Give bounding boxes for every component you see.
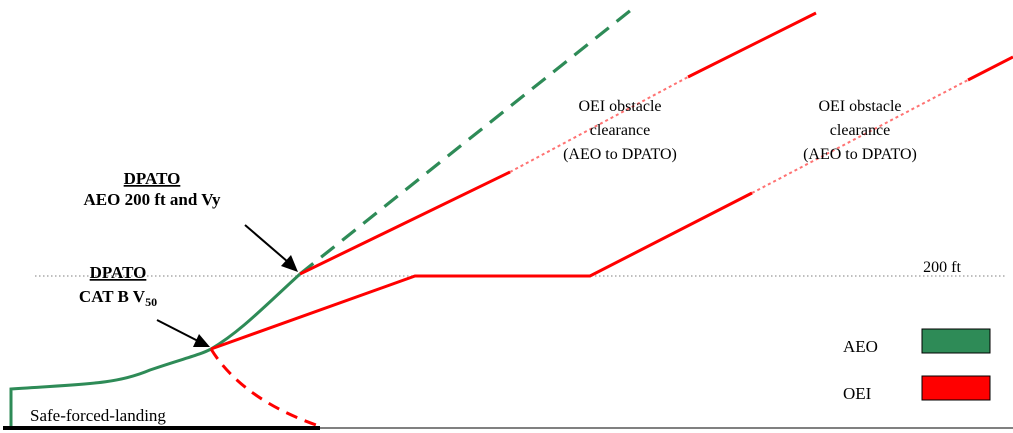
- oei-path-from-upper-dpato-a: [299, 170, 511, 276]
- height-200ft-label: 200 ft: [923, 259, 961, 276]
- obstacle-clearance-label-1-line1: OEI obstacle: [578, 98, 661, 115]
- safe-forced-landing-label: Safe-forced-landing: [30, 406, 166, 425]
- legend-label-oei: OEI: [843, 384, 872, 403]
- dpato-lower-subtitle-main: CAT B V: [79, 287, 146, 306]
- oei-path-from-lower-dpato-b: [751, 79, 969, 194]
- aeo-takeoff-path: [9, 272, 302, 426]
- dpato-lower-subtitle-subscript: 50: [145, 295, 157, 309]
- dpato-lower-title: DPATO: [90, 263, 147, 282]
- obstacle-clearance-label-1-line3: (AEO to DPATO): [563, 146, 677, 163]
- arrow-lower-dpato: [156, 319, 210, 347]
- legend: AEO OEI: [843, 328, 991, 403]
- oei-rejected-takeoff-dashed: [209, 348, 323, 429]
- obstacle-clearance-label-1-line2: clearance: [590, 122, 650, 139]
- oei-path-from-upper-dpato-b: [509, 76, 689, 173]
- legend-swatch-oei: [921, 375, 991, 401]
- obstacle-clearance-label-2-line2: clearance: [830, 122, 890, 139]
- oei-path-from-lower-dpato-c: [967, 55, 1013, 82]
- obstacle-clearance-label-2-line3: (AEO to DPATO): [803, 146, 917, 163]
- oei-path-from-lower-dpato-a: [210, 191, 753, 351]
- oei-path-from-upper-dpato-c: [687, 11, 817, 79]
- aeo-continued-climb-dashed: [299, 4, 637, 276]
- arrow-upper-dpato: [244, 224, 298, 272]
- dpato-lower-subtitle: CAT B V50: [79, 287, 157, 309]
- obstacle-clearance-label-2-line1: OEI obstacle: [818, 98, 901, 115]
- dpato-upper-subtitle: AEO 200 ft and Vy: [84, 190, 221, 209]
- dpato-upper-title: DPATO: [124, 169, 181, 188]
- legend-swatch-aeo: [921, 328, 991, 354]
- legend-label-aeo: AEO: [843, 337, 878, 356]
